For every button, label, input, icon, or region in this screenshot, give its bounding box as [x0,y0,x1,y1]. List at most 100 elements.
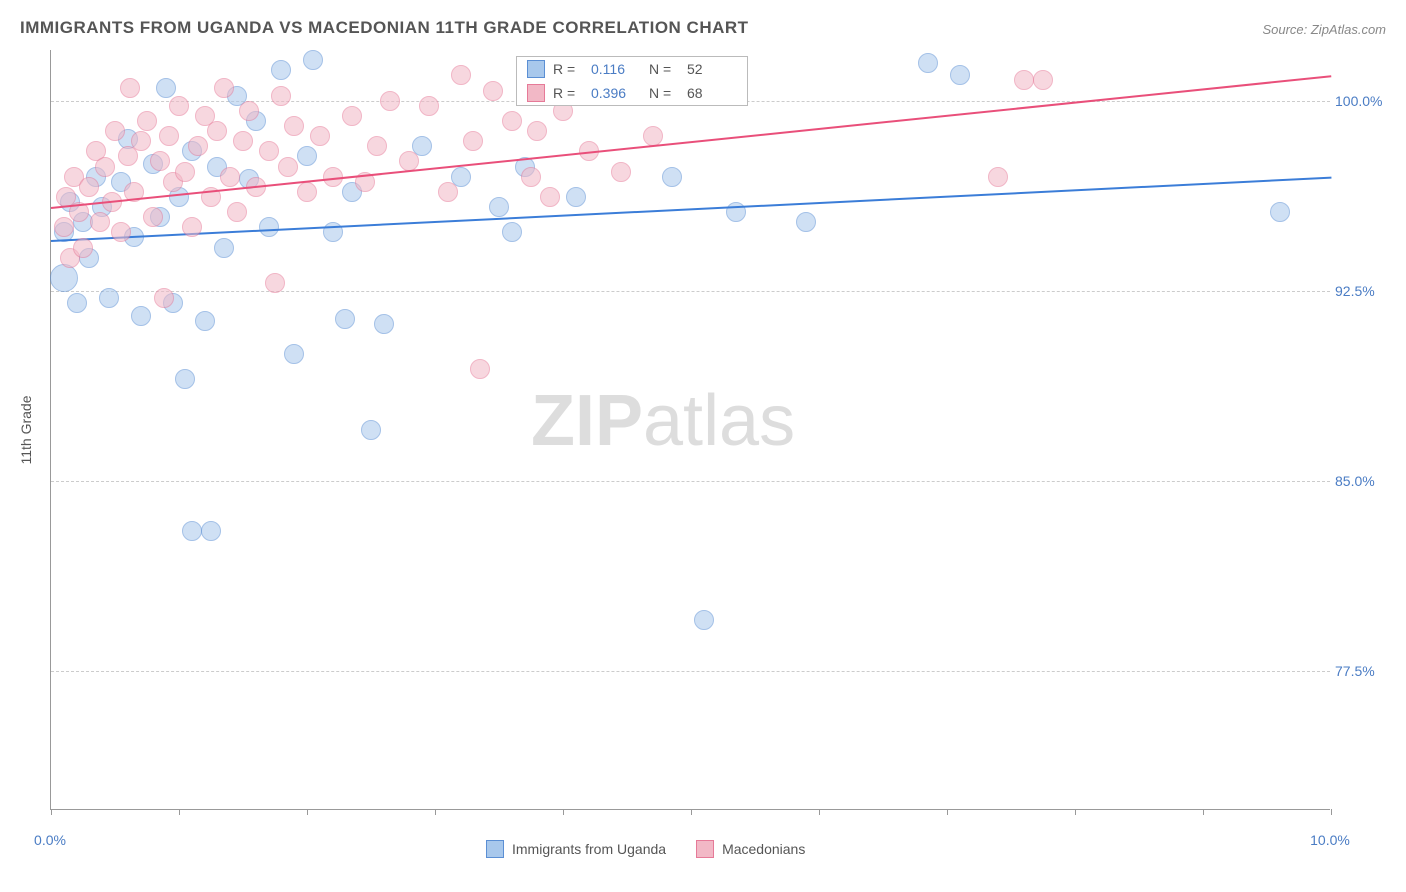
scatter-point [214,238,234,258]
scatter-point [438,182,458,202]
scatter-point [156,78,176,98]
scatter-point [259,141,279,161]
scatter-point [521,167,541,187]
x-tick [307,809,308,815]
x-tick [691,809,692,815]
legend-n-value: 52 [687,61,737,77]
scatter-point [79,177,99,197]
scatter-point [643,126,663,146]
scatter-point [195,311,215,331]
y-tick-label: 92.5% [1335,283,1390,299]
y-tick-label: 100.0% [1335,93,1390,109]
legend-correlation: R =0.116N =52 R = 0.396 N = 68 [516,56,748,106]
scatter-point [214,78,234,98]
scatter-point [342,106,362,126]
scatter-point [73,238,93,258]
watermark-bold: ZIP [531,381,643,461]
scatter-point [489,197,509,217]
legend-series: Immigrants from Uganda Macedonians [486,840,805,858]
scatter-point [90,212,110,232]
scatter-point [918,53,938,73]
scatter-point [137,111,157,131]
legend-correlation-row: R = 0.396 N = 68 [517,81,747,105]
legend-swatch [527,84,545,102]
plot-area: ZIPatlas 77.5%85.0%92.5%100.0% [50,50,1330,810]
watermark-light: atlas [643,381,795,461]
legend-series-label: Immigrants from Uganda [512,841,666,857]
legend-correlation-row: R =0.116N =52 [517,57,747,81]
scatter-point [188,136,208,156]
scatter-point [502,111,522,131]
legend-n-label: N = [649,85,679,101]
scatter-point [367,136,387,156]
gridline-h [51,481,1330,482]
scatter-point [374,314,394,334]
scatter-point [483,81,503,101]
scatter-point [159,126,179,146]
legend-series-item: Immigrants from Uganda [486,840,666,858]
scatter-point [175,369,195,389]
scatter-point [950,65,970,85]
legend-n-value: 68 [687,85,737,101]
y-tick-label: 77.5% [1335,663,1390,679]
scatter-point [1033,70,1053,90]
x-tick [947,809,948,815]
scatter-point [105,121,125,141]
scatter-point [182,217,202,237]
scatter-point [131,306,151,326]
scatter-point [239,101,259,121]
legend-series-item: Macedonians [696,840,805,858]
scatter-point [527,121,547,141]
scatter-point [233,131,253,151]
scatter-point [419,96,439,116]
scatter-point [284,344,304,364]
source-attribution: Source: ZipAtlas.com [1262,22,1386,37]
scatter-point [297,182,317,202]
x-tick [1331,809,1332,815]
legend-swatch [486,840,504,858]
scatter-point [303,50,323,70]
scatter-point [95,157,115,177]
scatter-point [271,86,291,106]
scatter-point [220,167,240,187]
scatter-point [310,126,330,146]
x-tick [1075,809,1076,815]
scatter-point [297,146,317,166]
scatter-point [694,610,714,630]
legend-r-label: R = [553,85,583,101]
scatter-point [271,60,291,80]
scatter-point [99,288,119,308]
y-axis-title: 11th Grade [18,395,34,464]
legend-r-value: 0.116 [591,61,641,77]
scatter-point [1270,202,1290,222]
scatter-point [50,264,78,292]
scatter-point [380,91,400,111]
scatter-point [335,309,355,329]
x-tick [819,809,820,815]
scatter-point [470,359,490,379]
legend-r-value: 0.396 [591,85,641,101]
watermark: ZIPatlas [531,380,795,462]
legend-swatch [527,60,545,78]
legend-swatch [696,840,714,858]
x-tick [563,809,564,815]
legend-series-label: Macedonians [722,841,805,857]
scatter-point [611,162,631,182]
chart-title: IMMIGRANTS FROM UGANDA VS MACEDONIAN 11T… [20,18,749,38]
scatter-point [662,167,682,187]
scatter-point [182,521,202,541]
scatter-point [150,151,170,171]
scatter-point [201,521,221,541]
scatter-point [502,222,522,242]
scatter-point [54,217,74,237]
scatter-point [67,293,87,313]
scatter-point [361,420,381,440]
x-tick [435,809,436,815]
scatter-point [988,167,1008,187]
scatter-point [131,131,151,151]
x-tick [51,809,52,815]
scatter-point [540,187,560,207]
x-tick-label: 10.0% [1310,832,1350,848]
gridline-h [51,291,1330,292]
scatter-point [154,288,174,308]
